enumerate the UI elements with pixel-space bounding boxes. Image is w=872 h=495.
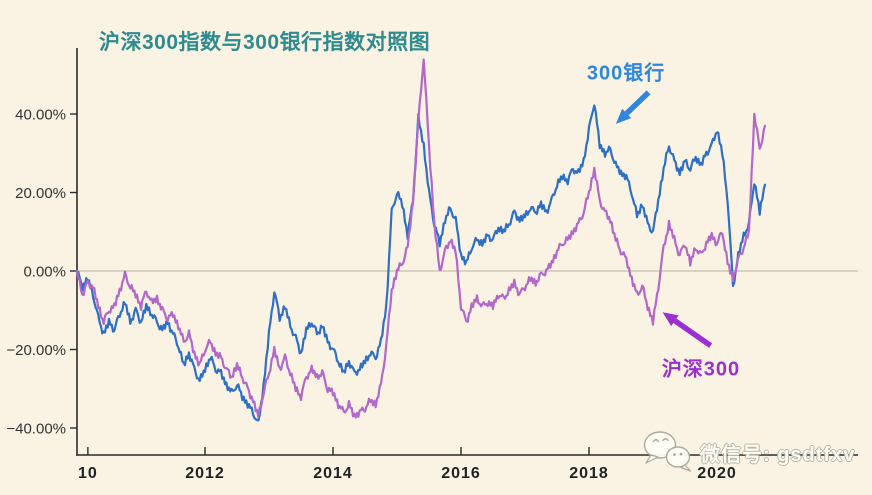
annotation-arrow-head: [615, 108, 632, 124]
x-tick-label: 10: [78, 465, 98, 482]
y-tick-label: 0.00%: [23, 264, 66, 281]
annotation-hs300-label: 沪深300: [661, 358, 741, 381]
x-tick-label: 2016: [441, 465, 481, 482]
wechat-logo-icon: [643, 431, 692, 472]
chart-title: 沪深300指数与300银行指数对照图: [99, 31, 431, 54]
annotation-arrow-line: [624, 90, 651, 116]
annotation-bank-label: 300银行: [586, 62, 666, 85]
x-tick-label: 2020: [697, 465, 737, 482]
y-tick-label: −20.00%: [6, 342, 66, 359]
annotation-arrow-line: [673, 318, 713, 348]
watermark: 微信号: gsdtfxv: [641, 428, 855, 476]
y-tick-label: 20.00%: [15, 185, 66, 202]
y-tick-label: 40.00%: [15, 107, 66, 124]
series-line-沪深300: [75, 58, 767, 419]
x-tick-label: 2018: [569, 465, 609, 482]
annotation-arrow-head: [662, 312, 679, 327]
watermark-text: 微信号: gsdtfxv: [700, 443, 856, 466]
x-tick-label: 2014: [313, 465, 353, 482]
y-tick-label: −40.00%: [6, 421, 66, 438]
x-tick-label: 2012: [185, 465, 225, 482]
series-line-300银行: [75, 104, 767, 422]
